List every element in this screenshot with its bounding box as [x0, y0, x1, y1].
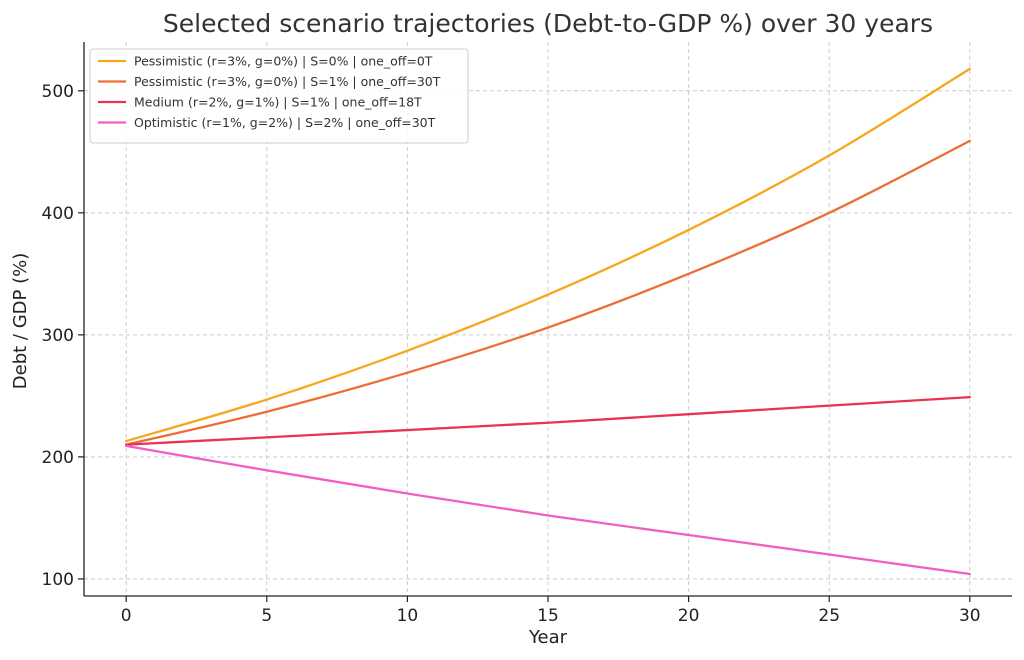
x-tick-label: 20: [678, 606, 700, 626]
legend-entry-2: Medium (r=2%, g=1%) | S=1% | one_off=18T: [134, 95, 422, 110]
legend-entry-3: Optimistic (r=1%, g=2%) | S=2% | one_off…: [134, 115, 436, 130]
y-tick-label: 400: [42, 204, 74, 224]
y-tick-label: 200: [42, 448, 74, 468]
series-line-3: [125, 444, 971, 576]
series-line-1: [125, 139, 971, 446]
tick-labels: 0 5 10 15 20 25 30 100 200 300 400 500: [42, 82, 981, 626]
legend-entry-1: Pessimistic (r=3%, g=0%) | S=1% | one_of…: [134, 74, 441, 89]
legend: Pessimistic (r=3%, g=0%) | S=0% | one_of…: [89, 48, 469, 144]
x-tick-label: 10: [397, 606, 419, 626]
x-tick-label: 30: [959, 606, 981, 626]
x-tick-label: 15: [537, 606, 559, 626]
series-lines: [125, 67, 971, 576]
x-tick-label: 0: [121, 606, 132, 626]
y-tick-label: 300: [42, 326, 74, 346]
y-tick-label: 100: [42, 570, 74, 590]
series-line-0: [125, 67, 971, 443]
series-line-2: [125, 395, 971, 446]
y-axis-label: Debt / GDP (%): [10, 253, 31, 389]
chart-title: Selected scenario trajectories (Debt-to-…: [163, 9, 933, 38]
axes: [78, 42, 1012, 602]
x-tick-label: 25: [818, 606, 840, 626]
legend-entry-0: Pessimistic (r=3%, g=0%) | S=0% | one_of…: [134, 54, 433, 69]
y-tick-label: 500: [42, 82, 74, 102]
legend-box: [89, 48, 469, 144]
x-axis-label: Year: [528, 627, 568, 648]
x-tick-label: 5: [261, 606, 272, 626]
